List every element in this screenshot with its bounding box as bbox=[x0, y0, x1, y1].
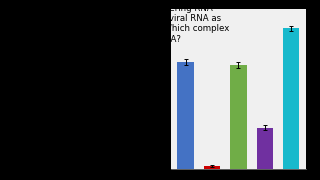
Bar bbox=[230, 65, 247, 169]
Text: Human cells make small interfering RNA
(siRNA) from double stranded viral RNA as: Human cells make small interfering RNA (… bbox=[37, 4, 229, 44]
Text: A.  RISC
B.  Pyruvate dehydrogenase
C.  Dicer
D.  Cas9
E.  RNA pol III: A. RISC B. Pyruvate dehydrogenase C. Dic… bbox=[37, 108, 166, 164]
Bar bbox=[177, 62, 194, 169]
Bar bbox=[257, 128, 273, 169]
Bar bbox=[283, 28, 300, 169]
Bar bbox=[204, 166, 220, 169]
